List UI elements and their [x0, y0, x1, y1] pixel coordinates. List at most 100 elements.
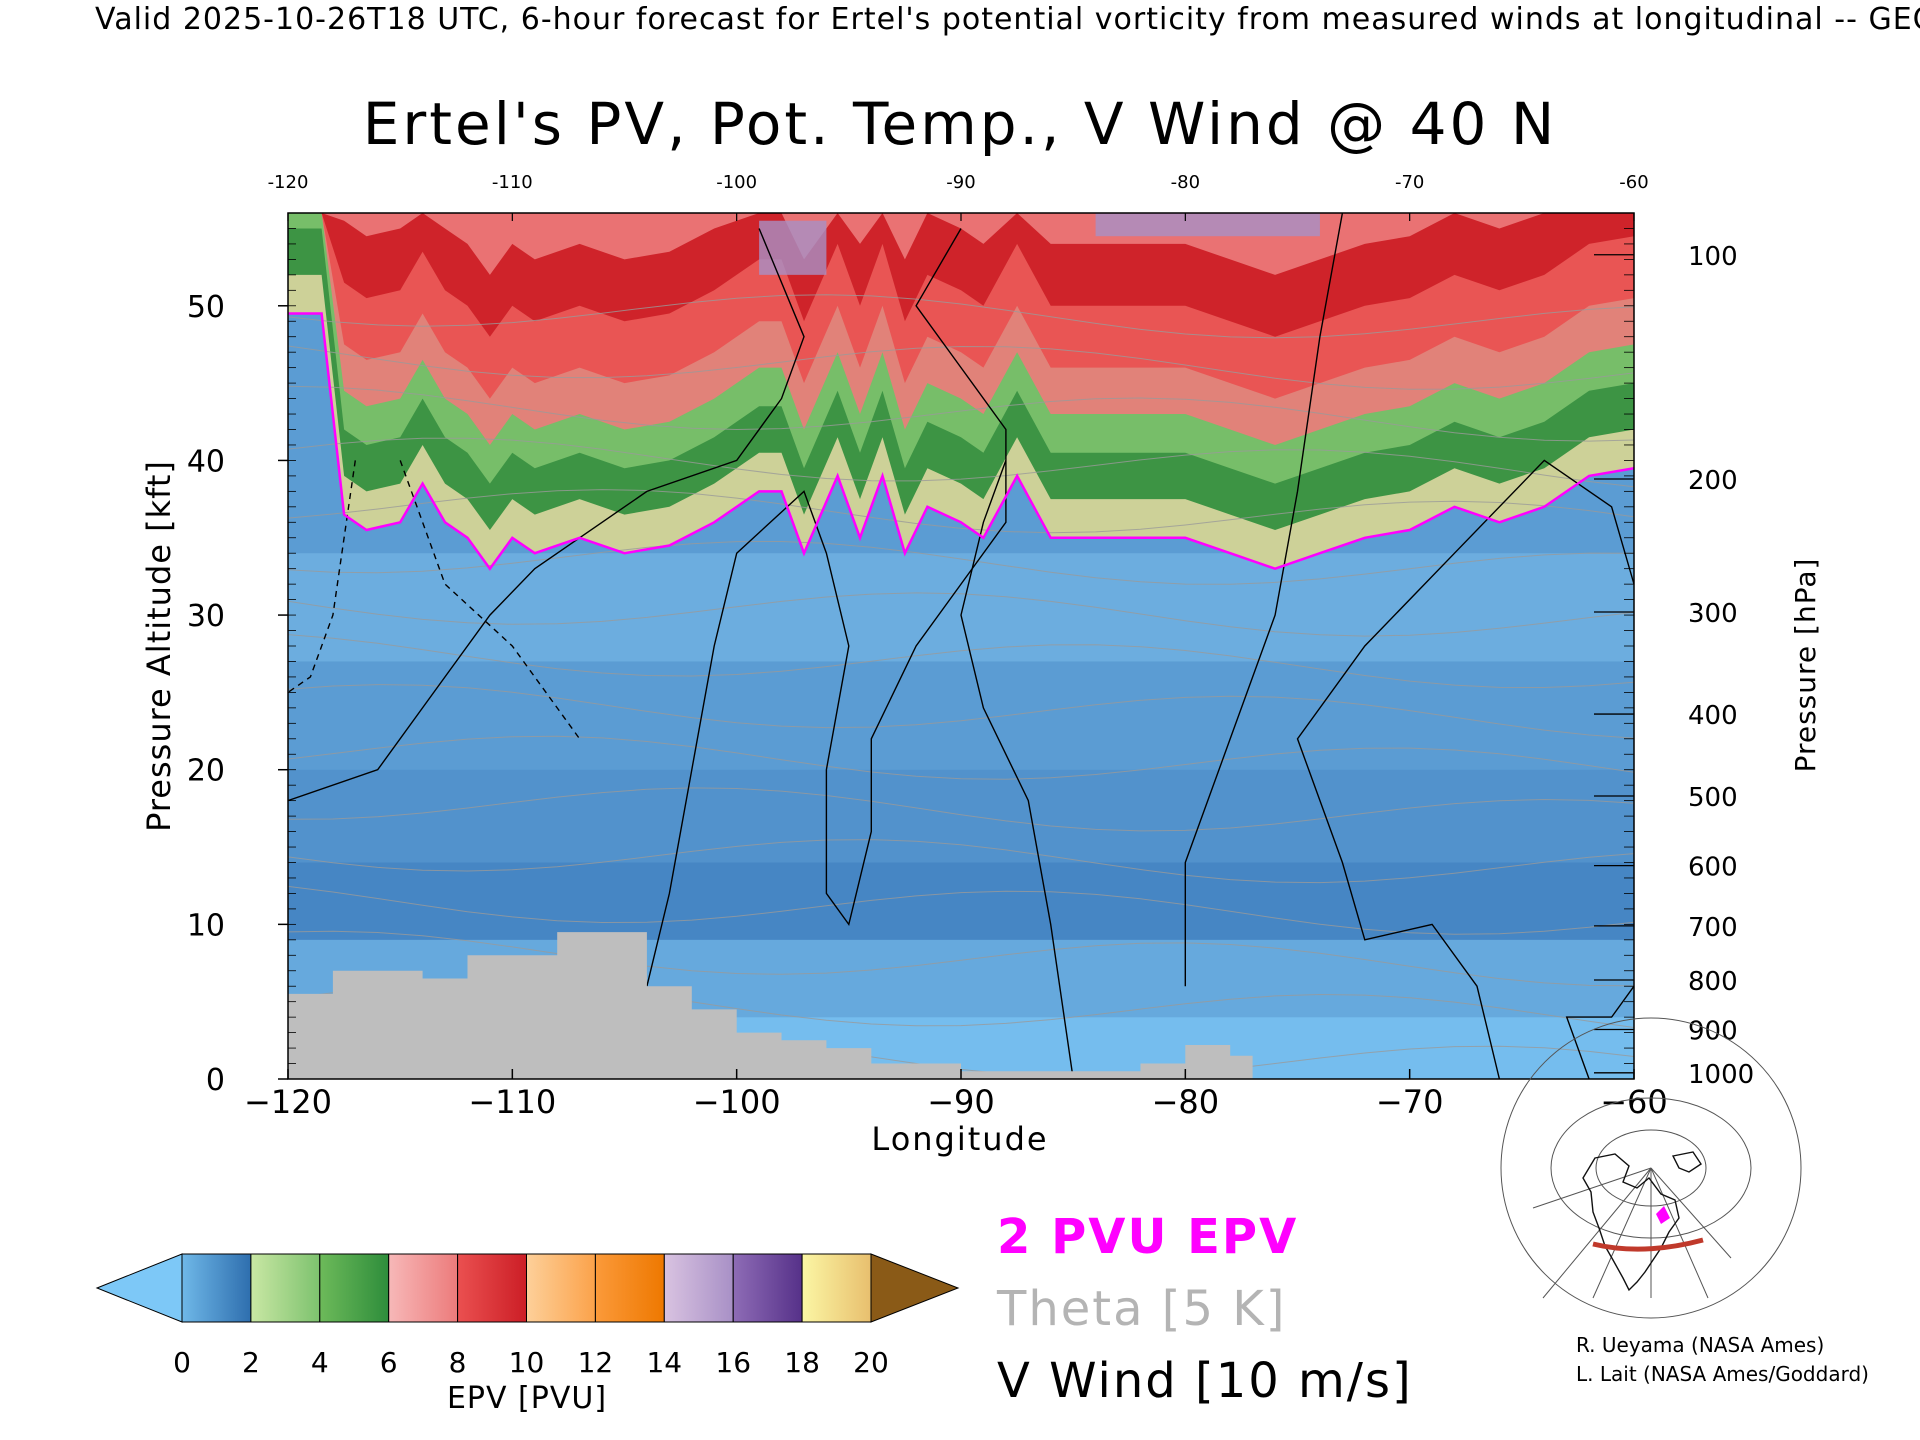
pressure-tick-label: 100 — [1688, 242, 1738, 272]
x-tick-label: −80 — [1152, 1083, 1220, 1121]
epv-2pvu-contour — [288, 312, 1634, 571]
pressure-tick-label: 500 — [1688, 783, 1738, 813]
theta-contour — [288, 684, 1634, 739]
x-tick-label: −110 — [468, 1083, 556, 1121]
theta-contour — [288, 787, 1634, 832]
stratosphere-bands — [288, 213, 1634, 569]
x-top-tick-label: -100 — [716, 172, 757, 193]
x-top-tick-label: -110 — [492, 172, 533, 193]
y-axis-label-left: Pressure Altitude [kft] — [140, 460, 178, 832]
troposphere-band — [288, 862, 1634, 940]
colorbar-over-arrow — [870, 1253, 960, 1323]
legend-epv-label: 2 PVU EPV — [997, 1209, 1298, 1265]
pressure-tick-label: 700 — [1688, 913, 1738, 943]
colorbar-tick-label: 18 — [784, 1346, 820, 1379]
vwind-contour — [288, 228, 805, 802]
y-tick-label: 30 — [187, 599, 225, 634]
y-tick-label: 0 — [206, 1063, 225, 1098]
colorbar-bin — [732, 1253, 803, 1323]
colorbar-bin — [457, 1253, 528, 1323]
x-top-tick-label: -120 — [268, 172, 309, 193]
inset-continent-outline — [1582, 1151, 1702, 1292]
epv-high-patch — [1095, 213, 1320, 237]
vwind-contour — [1565, 985, 1634, 1079]
plot-area — [288, 213, 1634, 1079]
inset-section-line — [1592, 1237, 1704, 1252]
legend-vwind-label: V Wind [10 m/s] — [997, 1353, 1413, 1409]
colorbar-bin — [181, 1253, 252, 1323]
theta-contour — [288, 437, 1634, 488]
vwind-contour — [1184, 213, 1344, 987]
colorbar-tick-label: 16 — [715, 1346, 751, 1379]
y-tick-label: 10 — [187, 908, 225, 943]
theta-contour — [288, 489, 1634, 534]
theta-contour — [288, 735, 1634, 780]
pressure-tick-label: 400 — [1688, 701, 1738, 731]
colorbar-bin — [594, 1253, 665, 1323]
pressure-tick-label: 800 — [1688, 967, 1738, 997]
theta-contour — [288, 592, 1634, 637]
epv-high-patch — [759, 220, 827, 275]
pressure-tick-label: 300 — [1688, 599, 1738, 629]
x-tick-label: −90 — [927, 1083, 995, 1121]
x-axis-top: -120 -110 -100 -90 -80 -70 -60 — [268, 172, 1649, 221]
theta-contour — [288, 294, 1634, 339]
x-tick-label: −100 — [693, 1083, 781, 1121]
y-tick-label: 50 — [187, 290, 225, 325]
colorbar-tick-label: 8 — [449, 1346, 467, 1379]
colorbar-bins — [181, 1253, 872, 1323]
colorbar-tick-label: 0 — [173, 1346, 191, 1379]
theta-contour — [288, 885, 1634, 935]
colorbar-bin — [250, 1253, 321, 1323]
legend-theta-label: Theta [5 K] — [996, 1281, 1287, 1337]
pressure-tick-label: 600 — [1688, 853, 1738, 883]
colorbar-under-arrow — [95, 1253, 183, 1323]
x-top-tick-label: -70 — [1395, 172, 1424, 193]
vwind-contour — [288, 460, 356, 693]
theta-contour — [288, 634, 1634, 689]
colorbar-label: EPV [PVU] — [447, 1381, 607, 1416]
y-tick-label: 40 — [187, 444, 225, 479]
colorbar-tick-label: 4 — [311, 1346, 329, 1379]
inset-marker — [1656, 1206, 1670, 1224]
colorbar-tick-label: 12 — [578, 1346, 614, 1379]
x-top-tick-label: -90 — [946, 172, 975, 193]
credit-author-2: L. Lait (NASA Ames/Goddard) — [1576, 1362, 1869, 1386]
colorbar-tick-label: 20 — [853, 1346, 889, 1379]
vwind-contour — [646, 228, 1007, 987]
colorbar-tick-label: 10 — [509, 1346, 545, 1379]
theta-contour — [288, 540, 1634, 585]
y-axis-label-right: Pressure [hPa] — [1789, 558, 1822, 773]
theta-contour — [288, 385, 1634, 442]
vwind-contour — [960, 460, 1074, 1079]
contour-legend: 2 PVU EPV Theta [5 K] V Wind [10 m/s] — [996, 1209, 1413, 1409]
pressure-tick-label: 200 — [1688, 466, 1738, 496]
terrain-mask — [288, 932, 1253, 1079]
colorbar-tick-label: 6 — [380, 1346, 398, 1379]
x-tick-label: −60 — [1600, 1083, 1668, 1121]
troposphere-band — [288, 661, 1634, 770]
y-tick-label: 20 — [187, 754, 225, 789]
x-tick-label: −70 — [1376, 1083, 1444, 1121]
pressure-tick-label: 1000 — [1688, 1060, 1754, 1090]
x-top-tick-label: -60 — [1619, 172, 1648, 193]
colorbar-bin — [388, 1253, 459, 1323]
x-tick-label: −120 — [244, 1083, 332, 1121]
x-top-tick-label: -80 — [1171, 172, 1200, 193]
colorbar-bin — [801, 1253, 872, 1323]
valid-time-caption: Valid 2025-10-26T18 UTC, 6-hour forecast… — [95, 2, 1920, 37]
theta-contour — [288, 345, 1634, 390]
x-axis-label: Longitude — [871, 1120, 1048, 1158]
colorbar-tick-labels: 0 2 4 6 8 10 12 14 16 18 20 — [173, 1346, 889, 1379]
troposphere-band — [288, 553, 1634, 662]
vwind-contour — [399, 460, 581, 740]
colorbar-bin — [663, 1253, 734, 1323]
theta-contour — [288, 930, 1634, 987]
colorbar-bin — [319, 1253, 390, 1323]
colorbar-tick-label: 14 — [646, 1346, 682, 1379]
vwind-contour — [1296, 459, 1634, 1079]
vwind-contours — [288, 213, 1634, 1079]
chart-title: Ertel's PV, Pot. Temp., V Wind @ 40 N — [362, 90, 1558, 158]
